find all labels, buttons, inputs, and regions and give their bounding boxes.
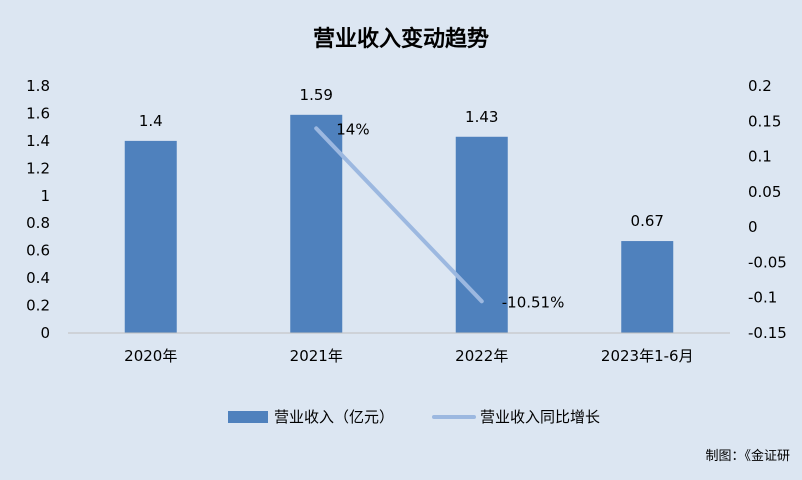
left-tick-label: 1 bbox=[40, 187, 50, 205]
left-tick-label: 1.8 bbox=[26, 77, 50, 95]
right-tick-label: -0.15 bbox=[748, 324, 787, 342]
left-tick-label: 0.8 bbox=[26, 214, 50, 232]
line-data-label: -10.51% bbox=[502, 293, 565, 311]
line-data-label: 14% bbox=[336, 120, 369, 138]
bar bbox=[455, 136, 508, 333]
left-tick-label: 0.2 bbox=[26, 297, 50, 315]
right-tick-label: -0.1 bbox=[748, 289, 777, 307]
legend: 营业收入（亿元） 营业收入同比增长 bbox=[228, 408, 600, 426]
bar-data-label: 0.67 bbox=[631, 212, 664, 230]
right-tick-label: -0.05 bbox=[748, 253, 787, 271]
bar-series: 1.4 1.59 1.43 0.67 bbox=[124, 86, 674, 333]
bar-data-label: 1.4 bbox=[139, 112, 163, 130]
left-tick-label: 1.2 bbox=[26, 159, 50, 177]
x-axis: 2020年 2021年 2022年 2023年1-6月 bbox=[68, 332, 730, 365]
legend-bar-swatch bbox=[228, 411, 268, 423]
right-tick-label: 0.05 bbox=[748, 183, 781, 201]
source-note: 制图：《金证研 bbox=[705, 448, 790, 464]
right-axis: -0.15 -0.1 -0.05 0 0.05 0.1 0.15 0.2 bbox=[748, 77, 787, 342]
bar-data-label: 1.59 bbox=[300, 86, 333, 104]
left-tick-label: 0.6 bbox=[26, 242, 50, 260]
legend-line-label: 营业收入同比增长 bbox=[480, 408, 600, 426]
right-tick-label: 0.1 bbox=[748, 148, 772, 166]
left-tick-label: 0 bbox=[40, 324, 50, 342]
bar bbox=[621, 241, 674, 333]
bar-data-label: 1.43 bbox=[465, 108, 498, 126]
left-axis: 0 0.2 0.4 0.6 0.8 1 1.2 1.4 1.6 1.8 bbox=[26, 77, 50, 342]
growth-line bbox=[314, 126, 484, 304]
line-series: 14% -10.51% bbox=[314, 120, 565, 311]
x-tick-label: 2023年1-6月 bbox=[601, 347, 694, 365]
x-tick-label: 2022年 bbox=[455, 347, 508, 365]
right-tick-label: 0.2 bbox=[748, 77, 772, 95]
right-tick-label: 0.15 bbox=[748, 112, 781, 130]
left-tick-label: 1.4 bbox=[26, 132, 50, 150]
legend-bar-label: 营业收入（亿元） bbox=[274, 408, 394, 426]
left-tick-label: 1.6 bbox=[26, 104, 50, 122]
chart-title: 营业收入变动趋势 bbox=[313, 26, 489, 52]
left-tick-label: 0.4 bbox=[26, 269, 50, 287]
bar bbox=[290, 114, 343, 333]
x-tick-label: 2021年 bbox=[290, 347, 343, 365]
bar bbox=[124, 140, 177, 333]
right-tick-label: 0 bbox=[748, 218, 758, 236]
x-tick-label: 2020年 bbox=[124, 347, 177, 365]
